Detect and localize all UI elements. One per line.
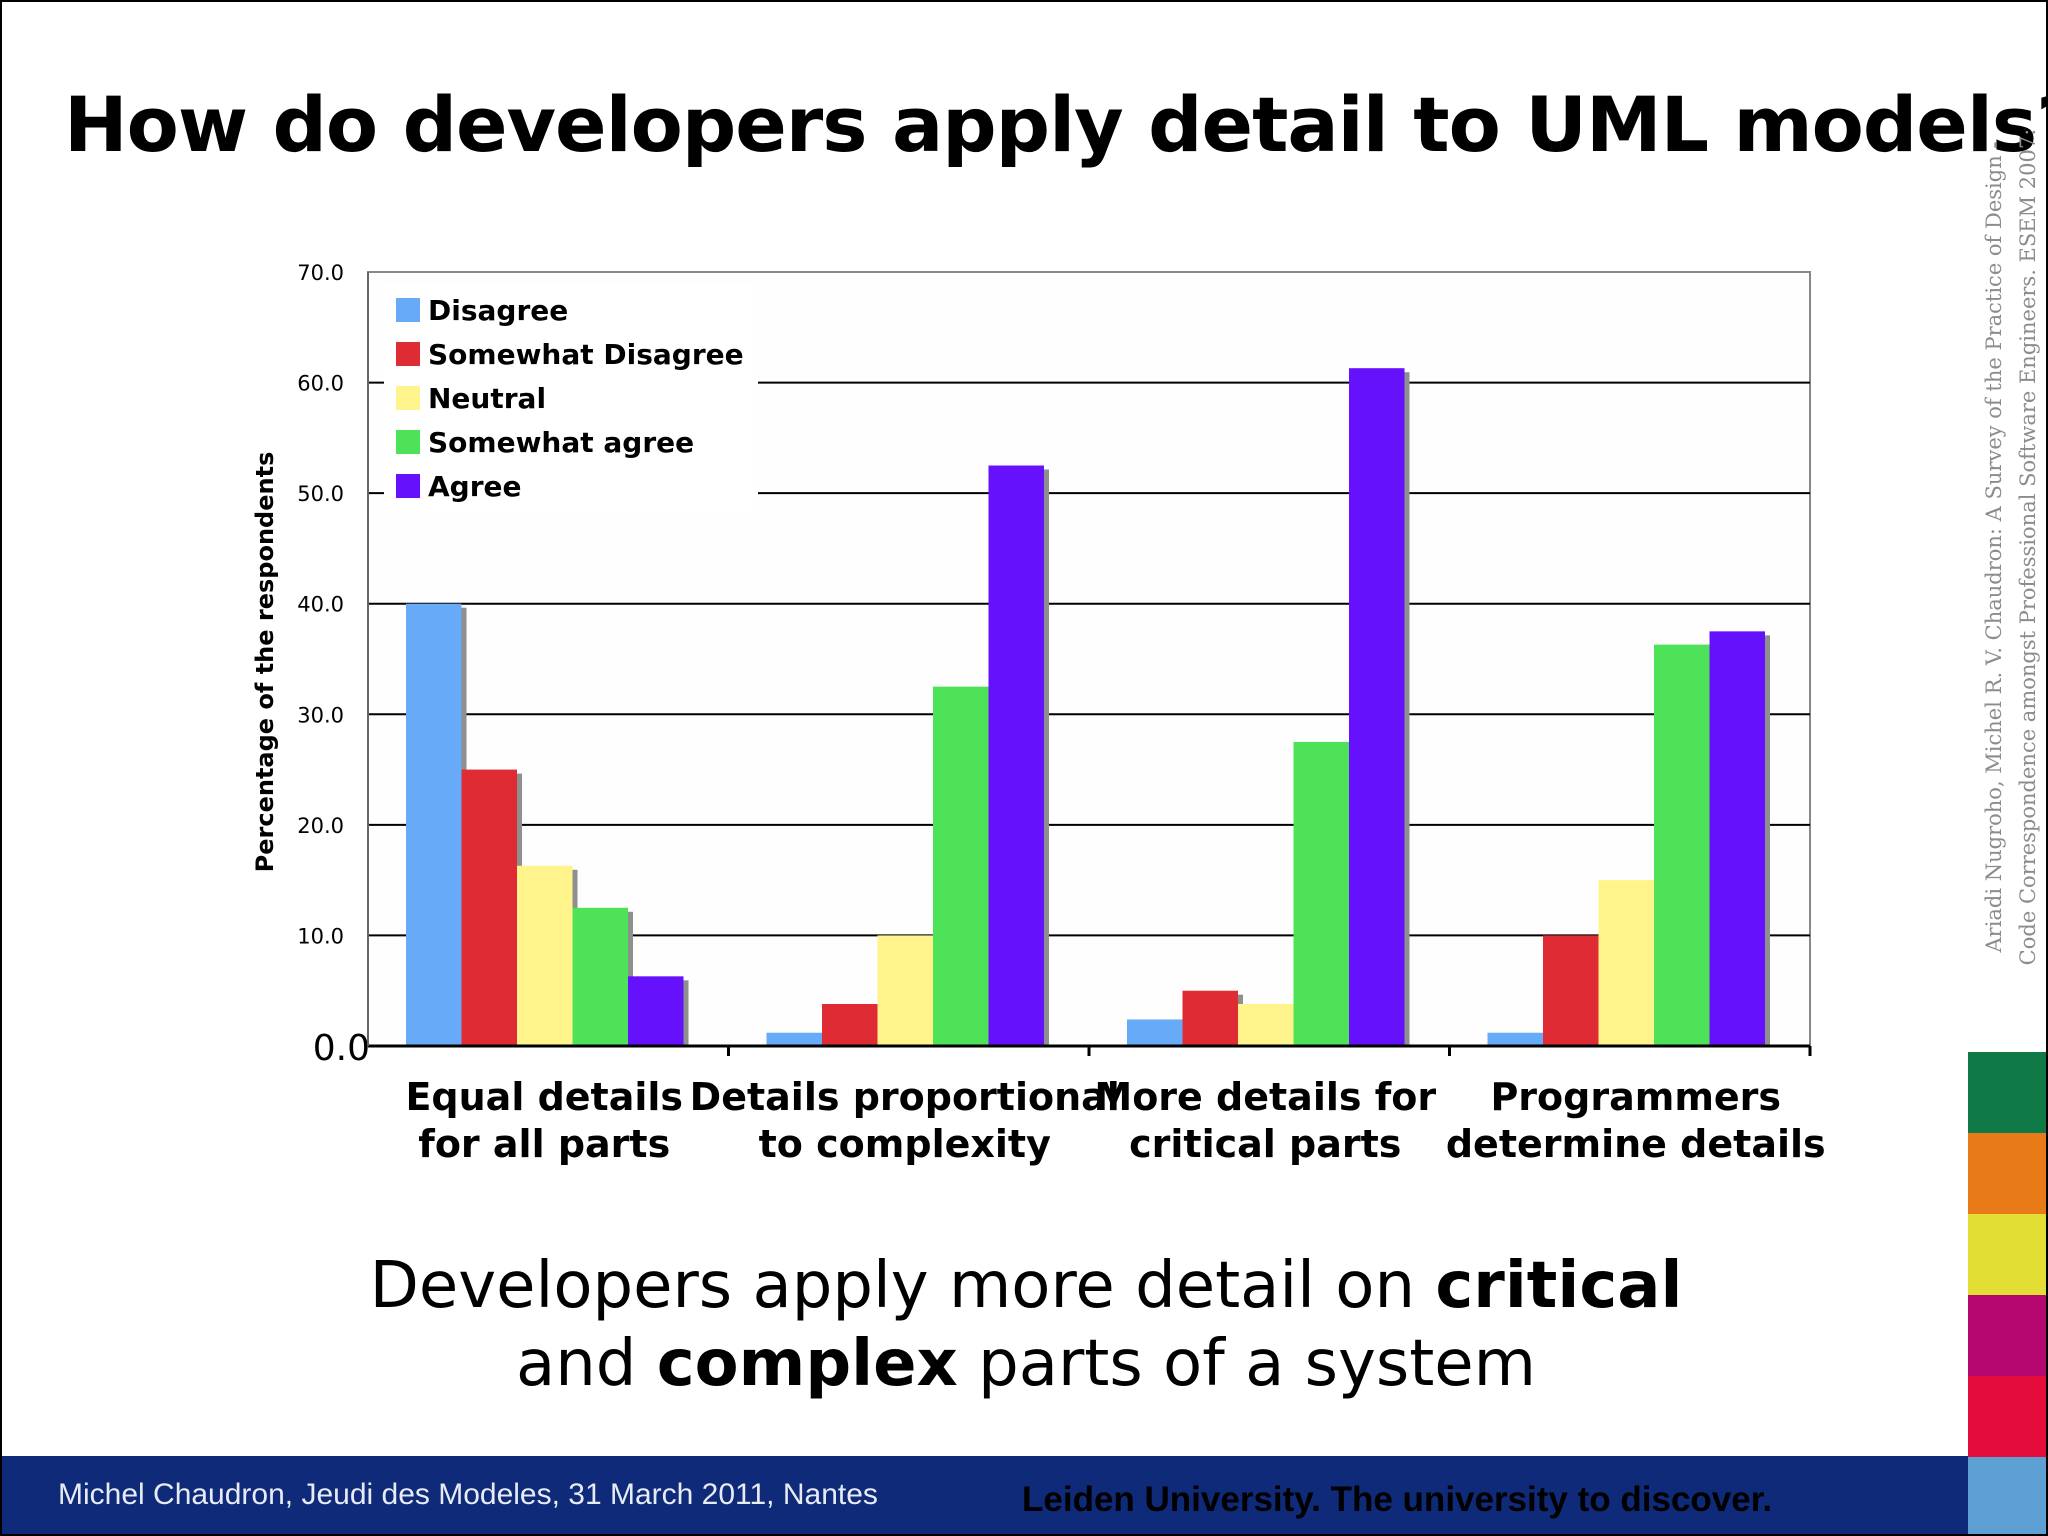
y-tick-label: 20.0: [297, 814, 344, 838]
bar: [1487, 1032, 1543, 1046]
slide-title: How do developers apply detail to UML mo…: [64, 80, 2048, 169]
bar: [822, 1003, 878, 1046]
bars: [406, 368, 1770, 1046]
legend-label: Somewhat Disagree: [428, 338, 744, 371]
footer-bar: Michel Chaudron, Jeudi des Modeles, 31 M…: [2, 1456, 1968, 1534]
x-category-label: More details for: [1094, 1075, 1436, 1119]
y-tick-label: 30.0: [297, 703, 344, 727]
y-tick-label: 50.0: [297, 482, 344, 506]
bar: [1654, 644, 1710, 1046]
conclusion-text-3: parts of a system: [957, 1327, 1537, 1401]
y-tick-label: 70.0: [297, 261, 344, 285]
conclusion-bold-critical: critical: [1435, 1249, 1683, 1323]
conclusion-line-2: and complex parts of a system: [2, 1325, 2046, 1403]
y-tick-label: 10.0: [297, 924, 344, 948]
legend-box: [384, 284, 758, 514]
bar: [1127, 1019, 1183, 1046]
legend-label: Disagree: [428, 294, 568, 327]
bar: [572, 907, 628, 1046]
legend-label: Neutral: [428, 382, 546, 415]
axes: 0.0 10.0 20.0 30.0 40.0 50.0 60.0 70.0 Equal det…: [297, 261, 1825, 1166]
x-category-label: Details proportional: [690, 1075, 1120, 1119]
bar: [877, 935, 933, 1046]
x-category-label: for all parts: [418, 1122, 670, 1166]
bar: [988, 465, 1044, 1046]
y-tick-label: 40.0: [297, 593, 344, 617]
swatch-yellow: [1968, 1214, 2046, 1295]
bar: [461, 769, 517, 1046]
conclusion-line-1: Developers apply more detail on critical: [2, 1247, 2046, 1325]
footer-credit: Michel Chaudron, Jeudi des Modeles, 31 M…: [58, 1478, 878, 1511]
bar: [517, 865, 573, 1046]
swatch-green: [1968, 1052, 2046, 1133]
conclusion-text-1: Developers apply more detail on: [369, 1249, 1436, 1323]
legend-swatch: [396, 386, 420, 410]
y-axis-label: Percentage of the respondents: [251, 452, 279, 873]
bar: [628, 976, 684, 1046]
bar: [1598, 880, 1654, 1046]
bar: [1543, 935, 1599, 1046]
y-tick-label: 60.0: [297, 372, 344, 396]
conclusion-text-2: and: [515, 1327, 657, 1401]
citation-line-2: Code Correspondence amongst Professional…: [2016, 128, 2040, 966]
swatch-red: [1968, 1376, 2046, 1457]
side-swatches: [1968, 1052, 2046, 1534]
bar: [1349, 368, 1405, 1046]
legend-swatch: [396, 430, 420, 454]
bar: [766, 1032, 822, 1046]
bar: [1182, 990, 1238, 1046]
x-category-label: Equal details: [405, 1075, 683, 1119]
conclusion-bold-complex: complex: [656, 1327, 958, 1401]
x-category-label: to complexity: [759, 1122, 1051, 1166]
bar: [1238, 1003, 1294, 1046]
legend-label: Somewhat agree: [428, 426, 694, 459]
citation-line-1: Ariadi Nugroho, Michel R. V. Chaudron: A…: [1982, 141, 2006, 953]
conclusion: Developers apply more detail on critical…: [2, 1247, 2046, 1403]
bar: [406, 603, 462, 1046]
legend-label: Agree: [428, 470, 522, 503]
x-category-label: critical parts: [1129, 1122, 1401, 1166]
swatch-magenta: [1968, 1295, 2046, 1376]
bar: [1293, 741, 1349, 1046]
swatch-blue: [1968, 1457, 2046, 1534]
legend-swatch: [396, 298, 420, 322]
y-tick-label: 0.0: [313, 1028, 370, 1069]
x-category-label: Programmers: [1490, 1075, 1781, 1119]
bar: [933, 686, 989, 1046]
legend: Disagree Somewhat Disagree Neutral Somewhat…: [384, 284, 758, 514]
swatch-orange: [1968, 1133, 2046, 1214]
bar: [1709, 631, 1765, 1046]
legend-swatch: [396, 474, 420, 498]
x-category-label: determine details: [1446, 1122, 1826, 1166]
bar-chart: 0.0 10.0 20.0 30.0 40.0 50.0 60.0 70.0 Equal det…: [251, 261, 1826, 1166]
footer-tagline: Leiden University. The university to dis…: [1022, 1480, 1773, 1519]
citation: Ariadi Nugroho, Michel R. V. Chaudron: A…: [1977, 87, 2045, 1007]
legend-swatch: [396, 342, 420, 366]
